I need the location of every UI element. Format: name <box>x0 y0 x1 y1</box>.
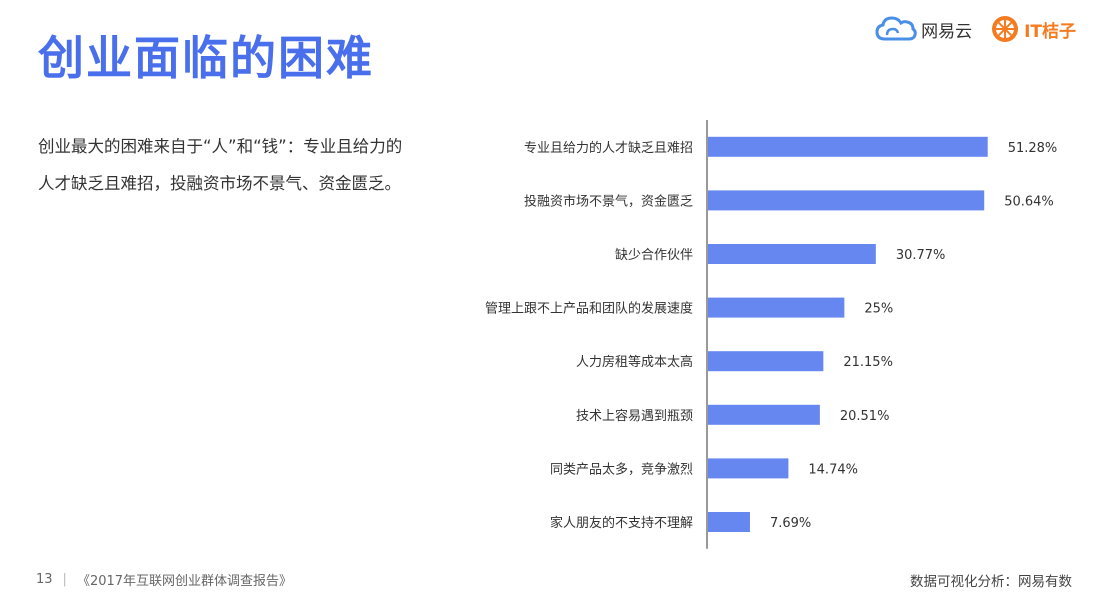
bar <box>708 512 750 532</box>
data-source: 数据可视化分析：网易有数 <box>910 574 1072 590</box>
orange-icon <box>990 14 1020 44</box>
value-label: 20.51% <box>840 409 890 424</box>
bar <box>708 136 988 157</box>
value-label: 51.28% <box>1008 141 1058 156</box>
netease-cloud-label: 网易云 <box>921 21 973 42</box>
category-label: 缺少合作伙伴 <box>615 248 693 263</box>
netease-cloud-logo: 网易云 <box>875 15 972 43</box>
category-label: 同类产品太多，竞争激烈 <box>550 461 693 477</box>
bar <box>708 190 985 211</box>
itjuzi-label: IT桔子 <box>1024 21 1076 42</box>
category-label: 管理上跟不上产品和团队的发展速度 <box>485 301 693 317</box>
value-label: 14.74% <box>808 462 858 477</box>
category-label: 投融资市场不景气，资金匮乏 <box>524 193 693 209</box>
logo-bar: 网易云 IT桔子 <box>875 14 1076 44</box>
bar <box>708 404 820 425</box>
value-label: 21.15% <box>843 355 893 370</box>
footer-left: 13 | 《2017年互联网创业群体调查报告》 <box>36 570 292 589</box>
category-label: 家人朋友的不支持不理解 <box>550 515 693 531</box>
itjuzi-logo: IT桔子 <box>990 14 1076 44</box>
page-title: 创业面临的困难 <box>38 31 374 85</box>
value-label: 7.69% <box>770 516 811 531</box>
page-number: 13 <box>36 572 53 587</box>
report-name: 《2017年互联网创业群体调查报告》 <box>76 574 293 589</box>
category-label: 专业且给力的人才缺乏且难招 <box>524 140 693 156</box>
bar <box>708 244 876 264</box>
footer-separator: | <box>62 572 67 587</box>
bar-chart: 专业且给力的人才缺乏且难招 51.28% 投融资市场不景气，资金匮乏 50.64% 缺少… <box>485 120 1058 549</box>
description-text: 创业最大的困难来自于“人”和“钱”：专业且给力的人才缺乏且难招，投融资市场不景气… <box>38 137 403 193</box>
bar <box>708 458 789 479</box>
cloud-icon <box>875 15 917 43</box>
value-label: 30.77% <box>896 248 946 263</box>
bar <box>708 351 824 372</box>
bar <box>708 297 845 318</box>
value-label: 25% <box>864 302 893 317</box>
category-label: 技术上容易遇到瓶颈 <box>576 408 693 424</box>
value-label: 50.64% <box>1004 194 1054 209</box>
category-label: 人力房租等成本太高 <box>576 354 693 370</box>
